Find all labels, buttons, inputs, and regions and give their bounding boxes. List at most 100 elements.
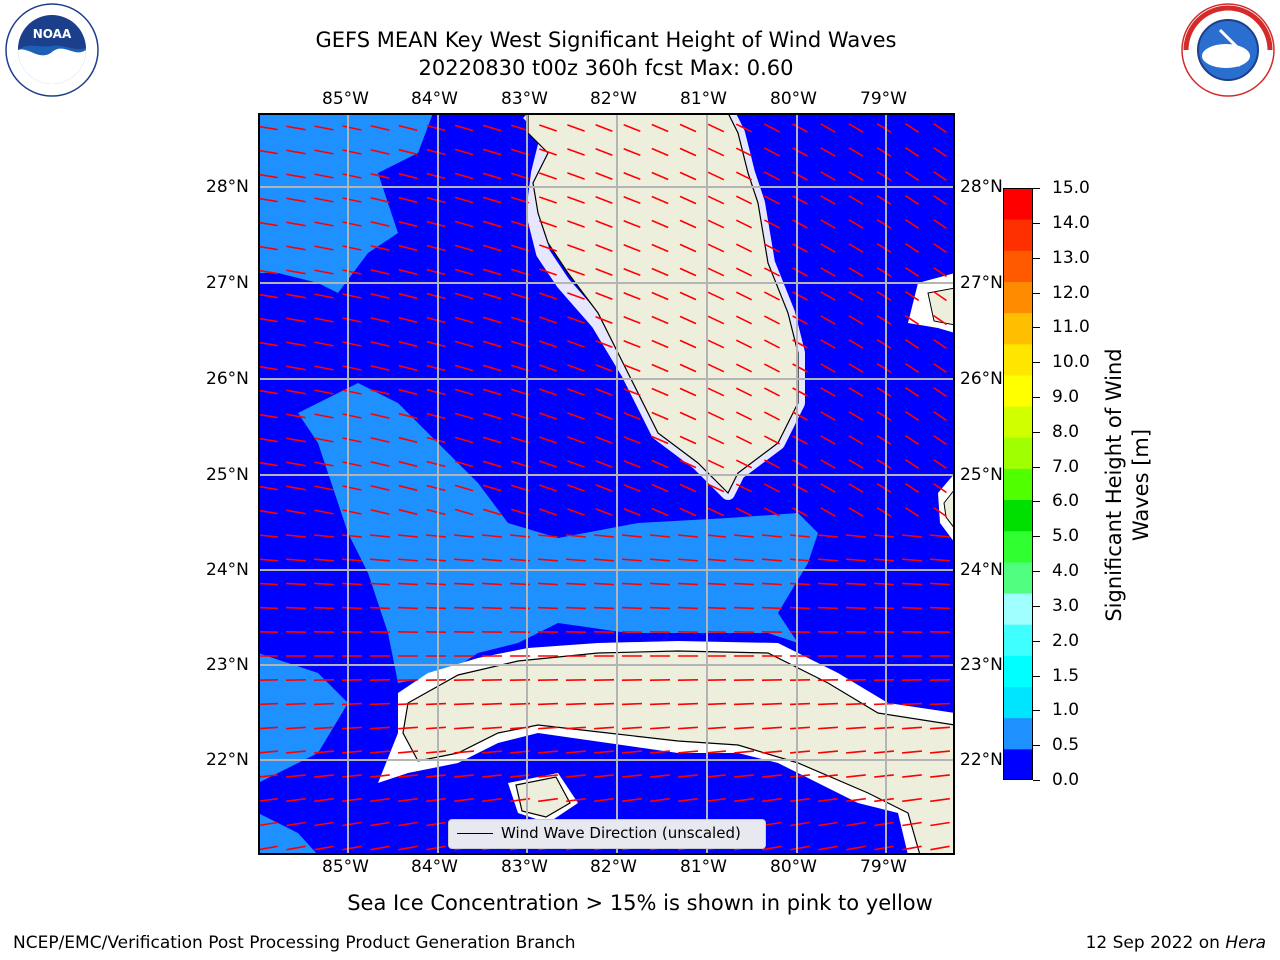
wave-direction-arrow: [933, 386, 947, 398]
wave-direction-arrow: [539, 460, 557, 468]
wave-direction-arrow: [622, 582, 642, 586]
wave-direction-arrow: [567, 124, 585, 132]
wave-direction-arrow: [342, 461, 362, 467]
wave-direction-arrow: [342, 534, 362, 538]
wave-direction-arrow: [735, 195, 753, 205]
colorbar-tick-mark: [1033, 431, 1040, 433]
colorbar-band: [1003, 717, 1033, 750]
wave-direction-arrow: [734, 534, 754, 538]
noaa-logo-text: NOAA: [33, 27, 72, 41]
wave-direction-arrow: [933, 266, 947, 278]
wave-direction-arrow: [623, 291, 641, 301]
wave-direction-arrow: [874, 750, 894, 754]
lat-label-right: 23°N: [960, 655, 1003, 675]
wave-direction-arrow: [454, 388, 474, 396]
wave-direction-arrow: [482, 726, 502, 730]
colorbar-band: [1003, 468, 1033, 501]
wave-direction-arrow: [286, 125, 306, 131]
wave-direction-arrow: [820, 363, 836, 373]
wave-direction-arrow: [707, 507, 725, 517]
wave-direction-arrow: [454, 196, 474, 204]
wave-direction-arrow: [286, 341, 306, 347]
wave-direction-arrow: [258, 125, 278, 131]
wave-direction-arrow: [314, 197, 334, 203]
wave-direction-arrow: [454, 750, 474, 754]
wave-direction-arrow: [285, 702, 307, 706]
colorbar-band: [1003, 219, 1033, 251]
wave-direction-arrow: [623, 411, 641, 421]
wave-direction-arrow: [286, 173, 306, 179]
wave-direction-arrow: [848, 387, 864, 397]
colorbar-band: [1003, 406, 1033, 438]
wave-direction-arrow: [792, 147, 808, 157]
wave-direction-arrow: [876, 387, 892, 397]
wave-direction-arrow: [370, 197, 390, 203]
wave-direction-arrow: [286, 197, 306, 203]
wave-direction-arrow: [398, 196, 418, 204]
wave-direction-arrow: [482, 388, 502, 396]
wave-direction-arrow: [876, 507, 892, 517]
wave-direction-arrow: [566, 797, 586, 803]
wave-direction-arrow: [679, 483, 697, 493]
wave-direction-arrow: [567, 220, 585, 228]
wave-direction-arrow: [342, 293, 362, 299]
wave-direction-arrow: [933, 218, 947, 230]
wave-direction-arrow: [482, 484, 502, 492]
wave-direction-arrow: [818, 845, 838, 851]
wave-direction-arrow: [398, 726, 418, 730]
wave-direction-arrow: [792, 339, 808, 349]
wave-direction-arrow: [790, 534, 810, 538]
wave-direction-arrow: [426, 845, 446, 851]
wave-direction-arrow: [904, 146, 920, 158]
wave-direction-arrow: [454, 558, 474, 562]
wave-direction-arrow: [314, 293, 334, 299]
wave-direction-arrow: [314, 461, 334, 467]
wave-direction-arrow: [706, 774, 726, 778]
wave-direction-arrow: [342, 845, 362, 851]
lon-label-bottom: 82°W: [590, 857, 637, 877]
wave-direction-arrow: [904, 242, 920, 254]
wave-direction-arrow: [426, 534, 446, 538]
wave-direction-arrow: [482, 148, 502, 156]
wave-direction-arrow: [286, 437, 306, 443]
colorbar-tick-label: 9.0: [1052, 386, 1080, 407]
wave-direction-arrow: [848, 363, 864, 373]
wave-direction-arrow: [651, 483, 669, 493]
wave-direction-arrow: [790, 726, 810, 730]
lat-label-right: 26°N: [960, 369, 1003, 389]
wave-direction-arrow: [904, 482, 920, 494]
wave-direction-arrow: [874, 774, 894, 778]
wave-direction-arrow: [398, 534, 418, 538]
wave-direction-arrow: [538, 582, 558, 586]
footer-date: 12 Sep 2022 on: [1085, 933, 1226, 953]
wave-direction-arrow: [901, 702, 923, 706]
wave-direction-arrow: [426, 797, 446, 803]
wave-direction-arrow: [820, 315, 836, 325]
wave-direction-arrow: [707, 483, 725, 493]
wave-direction-arrow: [904, 338, 920, 350]
wave-direction-arrow: [482, 750, 502, 754]
wave-direction-arrow: [425, 606, 447, 610]
wave-direction-arrow: [398, 508, 418, 516]
wave-direction-arrow: [735, 411, 753, 421]
wave-direction-arrow: [678, 726, 698, 730]
wave-direction-arrow: [650, 774, 670, 778]
wave-direction-arrow: [369, 606, 391, 610]
wave-direction-arrow: [764, 243, 780, 253]
map-svg: [257, 108, 956, 856]
lat-label-left: 22°N: [206, 750, 249, 770]
wave-direction-arrow: [426, 292, 446, 300]
wave-direction-arrow: [764, 363, 780, 373]
wave-direction-arrow: [792, 243, 808, 253]
wave-direction-arrow: [622, 558, 642, 562]
wave-direction-arrow: [426, 172, 446, 180]
wave-direction-arrow: [595, 364, 613, 372]
wave-direction-arrow: [790, 774, 810, 778]
wave-direction-arrow: [314, 341, 334, 347]
wave-direction-arrow: [707, 219, 725, 229]
wave-direction-arrow: [314, 125, 334, 131]
colorbar-band: [1003, 437, 1033, 469]
wave-direction-arrow: [454, 460, 474, 468]
wave-direction-arrow: [820, 195, 836, 205]
wave-direction-arrow: [817, 702, 839, 706]
